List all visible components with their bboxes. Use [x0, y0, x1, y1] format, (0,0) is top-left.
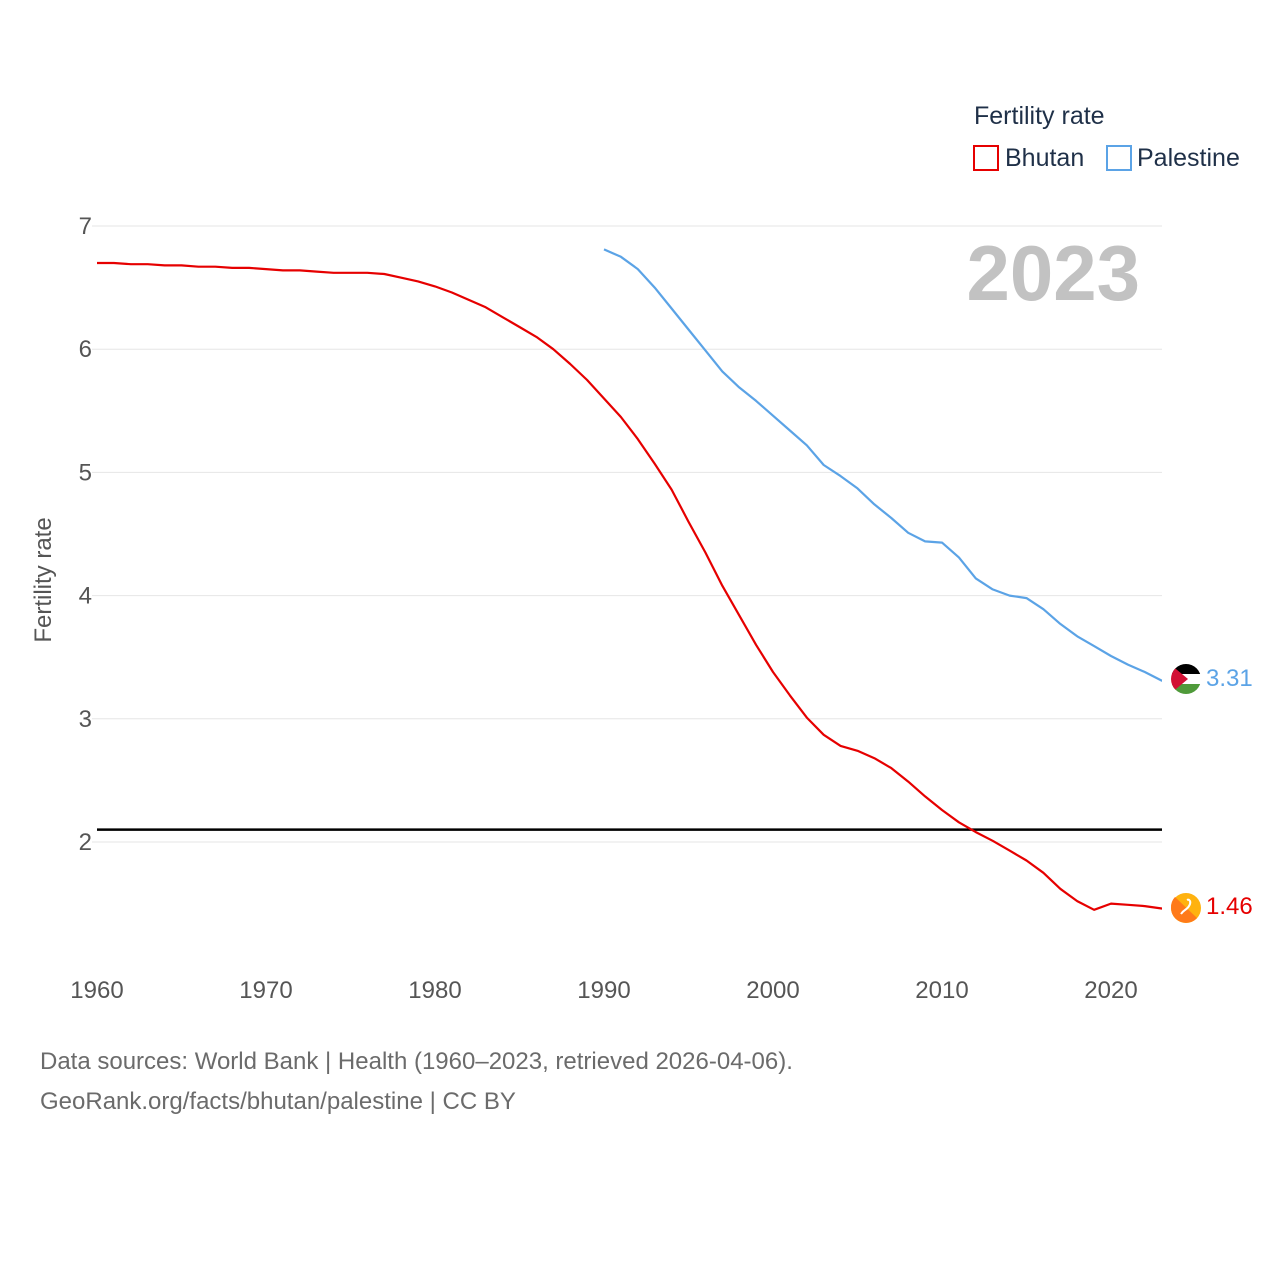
x-tick-1960: 1960	[70, 977, 123, 1004]
y-tick-labels: 2 3 4 5 6 7	[79, 213, 92, 856]
year-label: 2023	[966, 229, 1140, 317]
palestine-flag-icon	[1171, 664, 1201, 694]
y-tick-2: 2	[79, 829, 92, 856]
gridlines	[92, 225, 1162, 843]
x-tick-2010: 2010	[915, 977, 968, 1004]
series-line-palestine[interactable]	[603, 248, 1163, 682]
y-tick-3: 3	[79, 706, 92, 733]
legend-swatch-palestine[interactable]	[1106, 145, 1132, 171]
end-label-palestine: 3.31	[1206, 665, 1253, 692]
legend-swatch-bhutan[interactable]	[973, 145, 999, 171]
source-note: Data sources: World Bank | Health (1960–…	[40, 1042, 793, 1122]
source-line-2[interactable]: GeoRank.org/facts/bhutan/palestine | CC …	[40, 1088, 516, 1115]
y-tick-4: 4	[79, 583, 92, 610]
y-tick-5: 5	[79, 459, 92, 486]
end-label-bhutan: 1.46	[1206, 893, 1253, 920]
x-tick-1970: 1970	[239, 977, 292, 1004]
x-tick-labels: 1960 1970 1980 1990 2000 2010 2020	[70, 977, 1137, 1004]
x-tick-2000: 2000	[746, 977, 799, 1004]
y-axis-label: Fertility rate	[30, 517, 57, 642]
x-tick-1990: 1990	[577, 977, 630, 1004]
legend-title: Fertility rate	[974, 102, 1105, 130]
bhutan-flag-icon	[1170, 893, 1201, 923]
legend: Fertility rate Bhutan Palestine	[973, 102, 1240, 172]
series-lines	[97, 248, 1163, 911]
y-tick-6: 6	[79, 336, 92, 363]
legend-label-bhutan[interactable]: Bhutan	[1005, 144, 1084, 172]
legend-label-palestine[interactable]: Palestine	[1137, 144, 1240, 172]
x-tick-2020: 2020	[1084, 977, 1137, 1004]
x-tick-1980: 1980	[408, 977, 461, 1004]
source-line-1: Data sources: World Bank | Health (1960–…	[40, 1048, 793, 1075]
series-line-bhutan[interactable]	[97, 261, 1163, 911]
y-tick-7: 7	[79, 213, 92, 240]
